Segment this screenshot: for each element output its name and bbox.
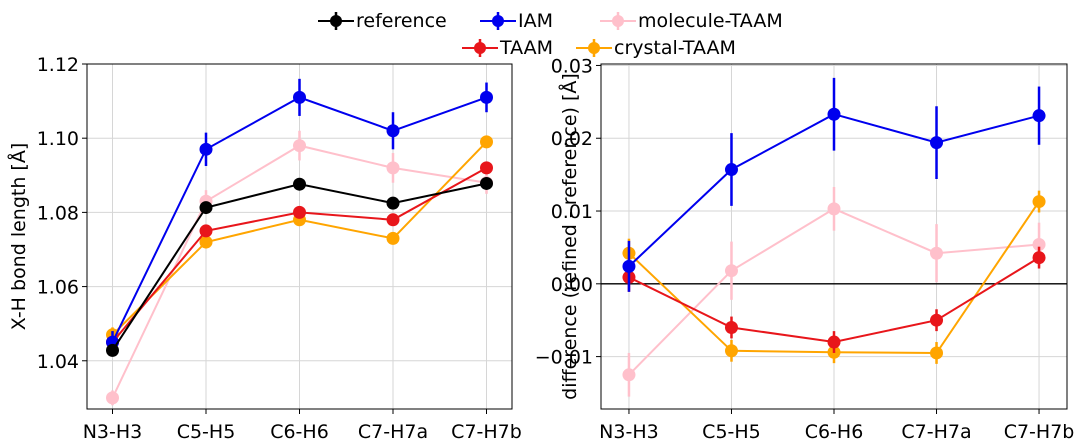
data-point-molecule-taam xyxy=(293,139,306,153)
legend-label: TAAM xyxy=(500,37,554,59)
data-point-crystal-taam xyxy=(480,135,493,149)
x-tick-label: C6-H6 xyxy=(805,421,864,443)
data-point-iam xyxy=(827,107,841,121)
data-point-iam xyxy=(480,90,493,104)
y-tick-label: 1.10 xyxy=(37,128,79,150)
y-axis-label: difference (refined - reference) [Å] xyxy=(558,73,581,400)
legend-label: crystal-TAAM xyxy=(614,37,736,59)
data-point-taam xyxy=(827,335,841,349)
data-point-reference xyxy=(106,343,119,357)
data-point-molecule-taam xyxy=(386,161,400,175)
data-point-reference xyxy=(480,176,493,190)
legend-marker-icon xyxy=(462,39,498,57)
legend-marker-icon xyxy=(480,12,516,30)
data-point-crystal-taam xyxy=(1032,195,1046,209)
legend-marker-icon xyxy=(318,12,354,30)
y-tick-label: −0.01 xyxy=(535,347,593,369)
data-point-iam xyxy=(930,136,944,150)
data-point-taam xyxy=(480,161,493,175)
data-point-taam xyxy=(1032,251,1046,265)
data-point-iam xyxy=(622,259,636,273)
x-tick-label: C7-H7a xyxy=(901,421,971,443)
y-tick-label: 0.00 xyxy=(551,274,593,296)
chart-panel-1: 1.04 1.06 1.08 1.10 1.12 N3-H3 C5-H5 C6-H6 C7-H7… xyxy=(7,54,522,443)
data-point-molecule-taam xyxy=(930,246,944,260)
chart-panel-2: −0.01 0.00 0.01 0.02 0.03 N3-H3 C5-H5 C6-H6 C7-H… xyxy=(535,55,1075,443)
x-tick-label: C7-H7b xyxy=(451,421,522,443)
data-point-crystal-taam xyxy=(199,235,213,249)
data-point-reference xyxy=(293,177,306,191)
y-tick-label: 0.03 xyxy=(551,55,593,77)
x-tick-label: N3-H3 xyxy=(599,421,659,443)
series-iam xyxy=(106,78,493,354)
data-point-taam xyxy=(199,224,213,238)
data-point-molecule-taam xyxy=(827,202,841,216)
data-point-iam xyxy=(724,163,738,177)
y-tick-label: 1.08 xyxy=(37,202,79,224)
legend-item-reference: reference xyxy=(318,8,447,34)
data-point-molecule-taam xyxy=(724,264,738,278)
y-tick-label: 0.02 xyxy=(551,128,593,150)
data-point-molecule-taam xyxy=(106,391,119,405)
data-point-reference xyxy=(386,196,400,210)
series-iam xyxy=(622,77,1046,292)
data-point-taam xyxy=(724,320,738,334)
legend-label: molecule-TAAM xyxy=(638,10,783,32)
legend-marker-icon xyxy=(576,39,612,57)
data-point-crystal-taam xyxy=(724,344,738,358)
legend-item-taam: TAAM xyxy=(462,35,553,61)
y-tick-label: 1.12 xyxy=(37,54,79,76)
data-point-iam xyxy=(199,142,213,156)
legend-label: IAM xyxy=(518,10,553,32)
legend-label: reference xyxy=(356,10,447,32)
data-point-crystal-taam xyxy=(386,231,400,245)
x-tick-label: C7-H7a xyxy=(358,421,428,443)
data-point-iam xyxy=(386,124,400,138)
x-tick-label: N3-H3 xyxy=(83,421,143,443)
series-reference xyxy=(106,176,493,357)
y-tick-label: 1.04 xyxy=(37,351,79,373)
data-point-taam xyxy=(930,313,944,327)
data-point-molecule-taam xyxy=(1032,238,1046,252)
y-axis-label: X-H bond length [Å] xyxy=(7,143,30,331)
x-tick-label: C7-H7b xyxy=(1004,421,1075,443)
legend-item-crystal-taam: crystal-TAAM xyxy=(576,35,736,61)
x-tick-label: C5-H5 xyxy=(702,421,761,443)
data-point-taam xyxy=(293,205,306,219)
legend-item-molecule-taam: molecule-TAAM xyxy=(600,8,783,34)
series-molecule-taam xyxy=(622,187,1046,397)
data-point-taam xyxy=(386,213,400,227)
x-tick-label: C5-H5 xyxy=(177,421,236,443)
x-tick-label: C6-H6 xyxy=(270,421,329,443)
data-point-molecule-taam xyxy=(622,368,636,382)
y-tick-label: 0.01 xyxy=(551,201,593,223)
y-tick-label: 1.06 xyxy=(37,277,79,299)
legend-item-iam: IAM xyxy=(480,8,553,34)
legend-marker-icon xyxy=(600,12,636,30)
data-point-iam xyxy=(1032,109,1046,123)
data-point-crystal-taam xyxy=(930,346,944,360)
chart-legend: reference IAM molecule-TAAM TAAM crystal-TAA… xyxy=(300,4,800,60)
data-point-iam xyxy=(293,90,306,104)
data-point-reference xyxy=(199,201,213,215)
